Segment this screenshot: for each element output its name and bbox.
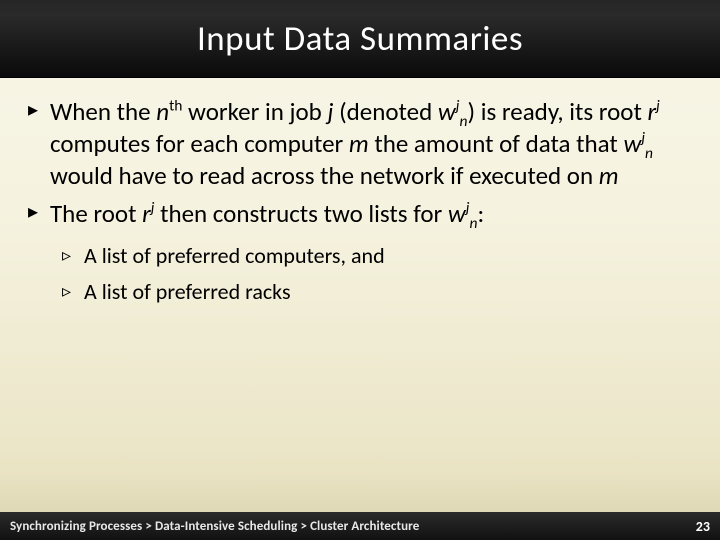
slide-title: Input Data Summaries — [197, 18, 523, 60]
bullet-item: The root rj then constructs two lists fo… — [28, 198, 692, 308]
slide-body: When the nth worker in job j (denoted wj… — [0, 78, 720, 540]
breadcrumb: Synchronizing Processes > Data-Intensive… — [10, 519, 419, 534]
slide-header: Input Data Summaries — [0, 0, 720, 78]
bullet-item: When the nth worker in job j (denoted wj… — [28, 96, 692, 192]
bullet-list: When the nth worker in job j (denoted wj… — [28, 96, 692, 308]
sub-bullet-item: A list of preferred computers, and — [62, 240, 692, 272]
footer-bar: Synchronizing Processes > Data-Intensive… — [0, 512, 720, 540]
slide: Input Data Summaries When the nth worker… — [0, 0, 720, 540]
sub-bullet-list: A list of preferred computers, and A list… — [62, 240, 692, 308]
sub-bullet-item: A list of preferred racks — [62, 276, 692, 308]
page-number: 23 — [696, 518, 710, 535]
